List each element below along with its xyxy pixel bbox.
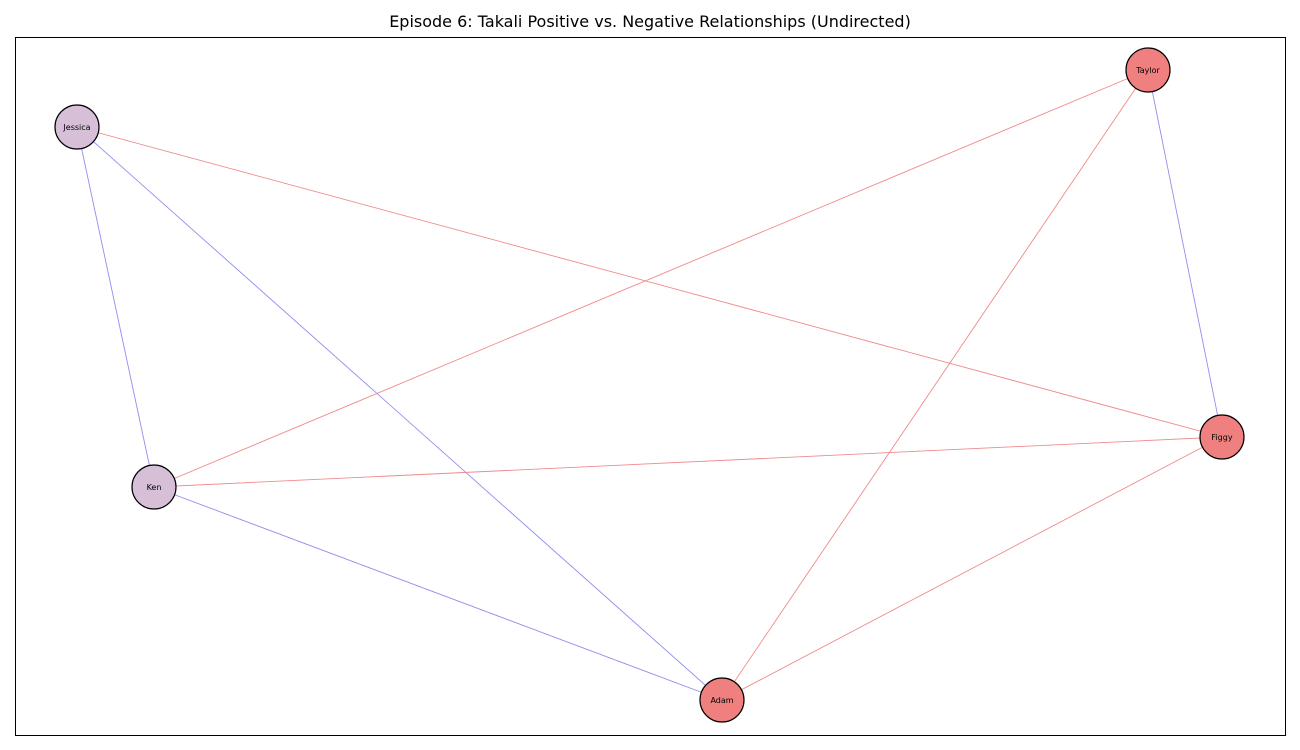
edge-taylor-adam-negative <box>721 69 1149 701</box>
node-label-adam: Adam <box>710 696 733 705</box>
node-label-jessica: Jessica <box>62 123 90 132</box>
edge-ken-adam-positive <box>153 486 723 701</box>
edge-jessica-figgy-negative <box>76 126 1223 438</box>
node-circle-jessica <box>54 104 100 150</box>
edge-jessica-adam-positive <box>76 126 723 701</box>
edge-ken-figgy-negative <box>153 436 1223 488</box>
node-circle-ken <box>131 464 177 510</box>
node-label-figgy: Figgy <box>1211 433 1232 442</box>
node-ken: Ken <box>131 464 177 510</box>
node-label-ken: Ken <box>147 483 162 492</box>
edges-layer <box>76 69 1223 701</box>
plot-frame <box>15 37 1286 736</box>
node-jessica: Jessica <box>54 104 100 150</box>
node-figgy: Figgy <box>1199 414 1245 460</box>
chart-title: Episode 6: Takali Positive vs. Negative … <box>389 12 911 31</box>
node-label-taylor: Taylor <box>1135 66 1160 75</box>
node-circle-taylor <box>1125 47 1171 93</box>
node-circle-adam <box>699 677 745 723</box>
node-circle-figgy <box>1199 414 1245 460</box>
edge-ken-taylor-negative <box>153 69 1149 488</box>
edge-jessica-ken-positive <box>76 126 155 488</box>
node-adam: Adam <box>699 677 745 723</box>
edge-taylor-figgy-positive <box>1147 69 1223 438</box>
nodes-layer: Taylor Jessica Figgy Ken Adam <box>54 47 1245 723</box>
edge-adam-figgy-negative <box>721 436 1223 701</box>
node-taylor: Taylor <box>1125 47 1171 93</box>
